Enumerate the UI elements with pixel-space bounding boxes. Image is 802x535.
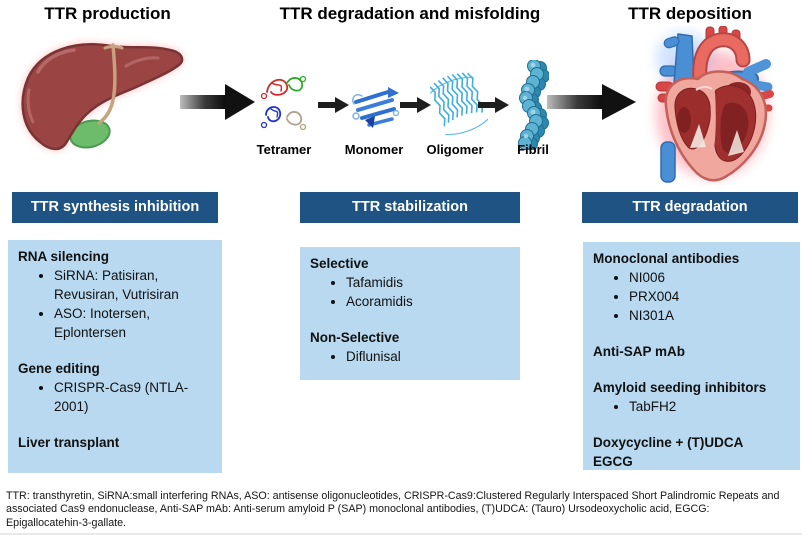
label-fibril: Fibril [517,142,549,157]
group-amyloid-seeding-inhibitors: Amyloid seeding inhibitors TabFH2 [593,378,794,416]
title-ttr-deposition: TTR deposition [628,4,752,23]
list-item: Tafamidis [346,273,514,292]
group-egcg: EGCG [593,452,794,471]
arrow-tetramer-to-monomer-icon [318,97,349,113]
group-heading: Anti-SAP mAb [593,344,686,359]
list-item: Acoramidis [346,292,514,311]
tetramer-structure-icon [260,75,307,131]
panel-synthesis-inhibition: RNA silencing SiRNA: Patisiran, Revusira… [8,240,222,473]
list-item: PRX004 [629,287,794,306]
arrow-liver-to-cascade-icon [180,84,255,120]
bullet-list: NI006 PRX004 NI301A [593,268,794,325]
left-chamber-shadow [677,107,691,133]
valve-line [695,85,713,91]
liver-highlight-right [124,56,160,68]
group-heading: Amyloid seeding inhibitors [593,380,767,395]
list-item: NI006 [629,268,794,287]
group-monoclonal-antibodies: Monoclonal antibodies NI006 PRX004 NI301… [593,249,794,325]
right-chamber-shadow [720,102,749,154]
header-ttr-synthesis-inhibition: TTR synthesis inhibition [12,192,218,223]
label-oligomer: Oligomer [426,142,484,157]
pulmonary-artery-branch-up [743,59,771,77]
group-non-selective: Non-Selective Diflunisal [310,328,514,366]
panel-degradation: Monoclonal antibodies NI006 PRX004 NI301… [583,242,800,470]
liver-highlight-lower [26,88,35,124]
group-heading: RNA silencing [18,249,110,264]
label-tetramer: Tetramer [256,142,312,157]
bullet-list: Diflunisal [310,347,514,366]
group-heading: Selective [310,256,369,271]
title-ttr-degradation-misfolding: TTR degradation and misfolding [279,4,541,23]
list-item: CRISPR-Cas9 (NTLA-2001) [54,378,204,416]
figure-bottom-border [0,533,802,535]
gallbladder [69,119,111,149]
header-ttr-degradation: TTR degradation [582,192,798,223]
fibril-structure-icon [518,60,549,150]
arrow-cascade-to-heart-icon [547,84,636,120]
group-heading: Non-Selective [310,330,400,345]
heart-illustration [655,26,774,183]
group-heading: Monoclonal antibodies [593,251,740,266]
bullet-list: CRISPR-Cas9 (NTLA-2001) [18,378,216,416]
arrow-oligomer-to-fibril-icon [478,97,509,113]
aorta-arch [694,34,749,86]
group-rna-silencing: RNA silencing SiRNA: Patisiran, Revusira… [18,247,216,342]
ligament-fork [103,45,124,50]
group-liver-transplant: Liver transplant [18,433,216,452]
label-monomer: Monomer [344,142,404,157]
inferior-vena-cava [660,141,676,183]
list-item: SiRNA: Patisiran, Revusiran, Vutrisiran [54,266,204,304]
group-heading: Liver transplant [18,435,120,450]
group-gene-editing: Gene editing CRISPR-Cas9 (NTLA-2001) [18,359,216,416]
abbreviations-footnote: TTR: transthyretin, SiRNA:small interfer… [6,490,780,529]
monomer-structure-icon [351,87,400,128]
group-heading: Gene editing [18,361,100,376]
arrow-monomer-to-oligomer-icon [400,97,431,113]
chordae-left [690,124,706,148]
bullet-list: TabFH2 [593,397,794,416]
vessel-stub-blue-top [663,36,680,49]
liver-body [21,43,184,151]
header-ttr-stabilization: TTR stabilization [300,192,520,223]
list-item: Diflunisal [346,347,514,366]
oligomer-structure-icon [430,72,488,136]
falciform-ligament [97,43,117,125]
list-item: TabFH2 [629,397,794,416]
group-heading: EGCG [593,454,633,469]
panel-stabilization: Selective Tafamidis Acoramidis Non-Selec… [300,247,520,380]
list-item: NI301A [629,306,794,325]
group-selective: Selective Tafamidis Acoramidis [310,254,514,311]
list-item: ASO: Inotersen, Eplontersen [54,304,204,342]
chordae-right [728,130,744,156]
bullet-list: SiRNA: Patisiran, Revusiran, Vutrisiran … [18,266,216,342]
liver-highlight-left [36,48,76,74]
liver-illustration [21,43,184,151]
group-anti-sap-mab: Anti-SAP mAb [593,342,794,361]
group-doxycycline-tudca: Doxycycline + (T)UDCA [593,433,794,452]
bullet-list: Tafamidis Acoramidis [310,273,514,311]
group-heading: Doxycycline + (T)UDCA [593,435,744,450]
title-ttr-production: TTR production [44,4,171,23]
septum [707,85,716,159]
